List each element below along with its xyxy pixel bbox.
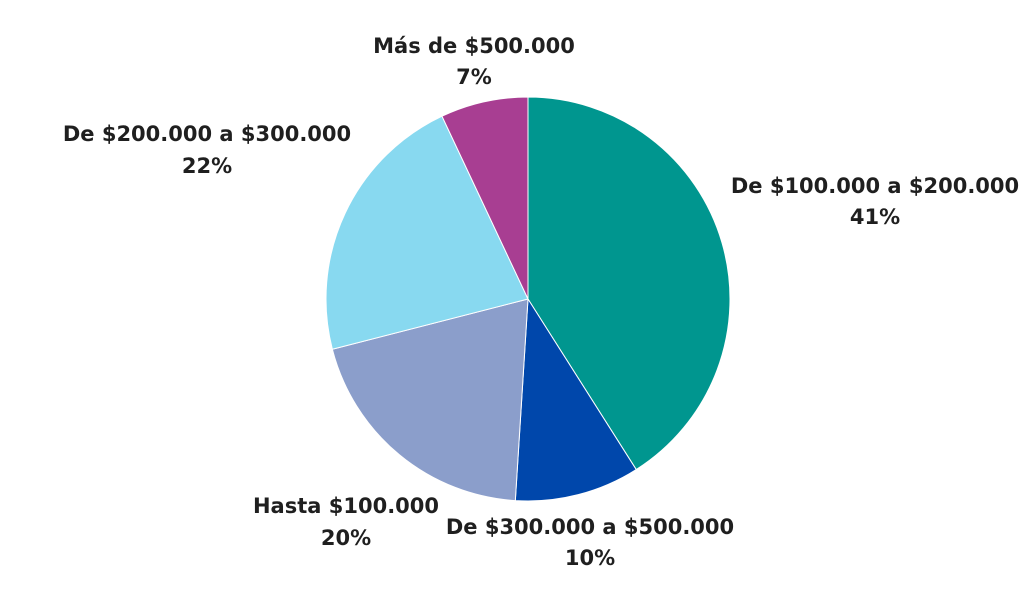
pie-slice	[441, 96, 529, 300]
pie-slice	[325, 115, 529, 350]
pie-slices	[325, 96, 731, 502]
slice-category-label: De $300.000 a $500.000	[446, 515, 734, 539]
pie-slice	[527, 96, 731, 471]
slice-percent-label: 20%	[321, 526, 371, 550]
pie-slice	[331, 298, 529, 502]
pie-slice	[514, 297, 637, 502]
slice-percent-label: 41%	[850, 205, 900, 229]
pie-labels: De $100.000 a $200.000 41% De $300.000 a $…	[63, 34, 1019, 570]
slice-percent-label: 10%	[565, 546, 615, 570]
slice-category-label: Más de $500.000	[373, 34, 575, 58]
slice-category-label: De $100.000 a $200.000	[731, 174, 1019, 198]
slice-percent-label: 22%	[182, 154, 232, 178]
slice-category-label: Hasta $100.000	[253, 494, 439, 518]
slice-percent-label: 7%	[456, 65, 492, 89]
slice-category-label: De $200.000 a $300.000	[63, 122, 351, 146]
